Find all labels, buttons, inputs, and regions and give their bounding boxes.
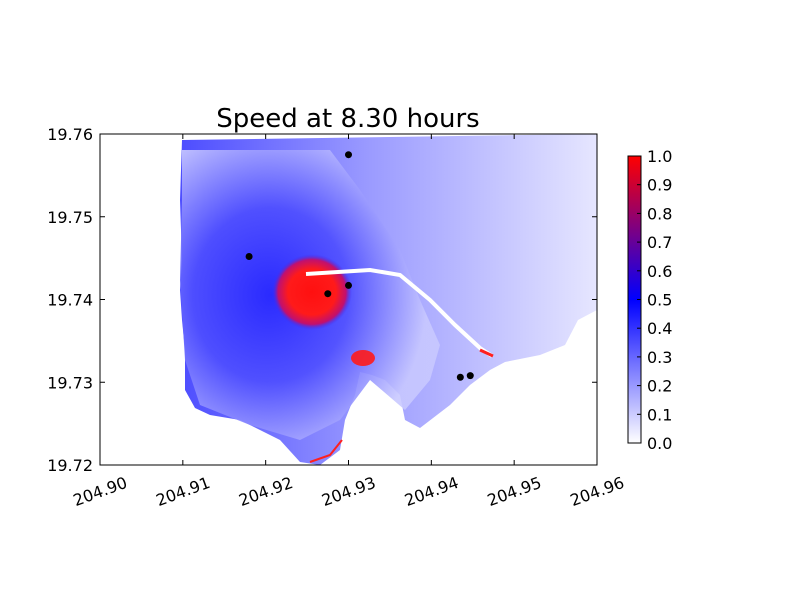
colorbar-tick-label: 1.0 <box>647 147 672 166</box>
colorbar-tick-label: 0.4 <box>647 319 672 338</box>
colorbar-tick-label: 0.0 <box>647 434 672 453</box>
colorbar-tick-label: 0.7 <box>647 233 672 252</box>
x-tick-label: 204.95 <box>485 473 544 510</box>
hotspot-red <box>272 254 352 330</box>
y-tick-label: 19.72 <box>47 456 93 475</box>
colorbar-tick-label: 0.6 <box>647 262 672 281</box>
y-tick-label: 19.74 <box>47 291 93 310</box>
x-tick-label: 204.93 <box>319 473 378 510</box>
colorbar-tick-label: 0.2 <box>647 377 672 396</box>
chart-title: Speed at 8.30 hours <box>216 104 479 134</box>
y-tick-label: 19.73 <box>47 373 93 392</box>
x-tick-label: 204.94 <box>402 473 461 510</box>
gauge-point <box>345 281 352 289</box>
colorbar-axis: 0.0 0.1 0.2 0.3 0.4 0.5 0.6 0.7 0.8 0.9 1.0 <box>637 147 672 453</box>
breakwater-line <box>305 267 494 358</box>
x-tick-label: 204.91 <box>153 473 212 510</box>
colorbar-tick-label: 0.5 <box>647 291 672 310</box>
x-tick-label: 204.92 <box>236 473 295 510</box>
colorbar-tick-label: 0.3 <box>647 348 672 367</box>
gauge-point <box>324 290 332 298</box>
heatmap-field <box>180 134 597 465</box>
colorbar-tick-label: 0.9 <box>647 176 672 195</box>
y-tick-label: 19.76 <box>47 125 93 144</box>
gauge-points <box>245 151 474 381</box>
gauge-point <box>345 151 352 159</box>
gauge-point <box>245 252 253 260</box>
y-axis: 19.72 19.73 19.74 19.75 19.76 <box>47 125 597 475</box>
hotspot-red-2 <box>351 350 375 366</box>
coast-edge <box>479 348 494 358</box>
colorbar-tick-label: 0.1 <box>647 405 672 424</box>
gauge-point <box>456 373 464 381</box>
x-tick-label: 204.90 <box>71 473 130 510</box>
y-tick-label: 19.75 <box>47 208 93 227</box>
x-tick-label: 204.96 <box>568 473 627 510</box>
colorbar-tick-label: 0.8 <box>647 204 672 223</box>
bay-edge <box>309 439 343 463</box>
gauge-point <box>466 372 474 380</box>
